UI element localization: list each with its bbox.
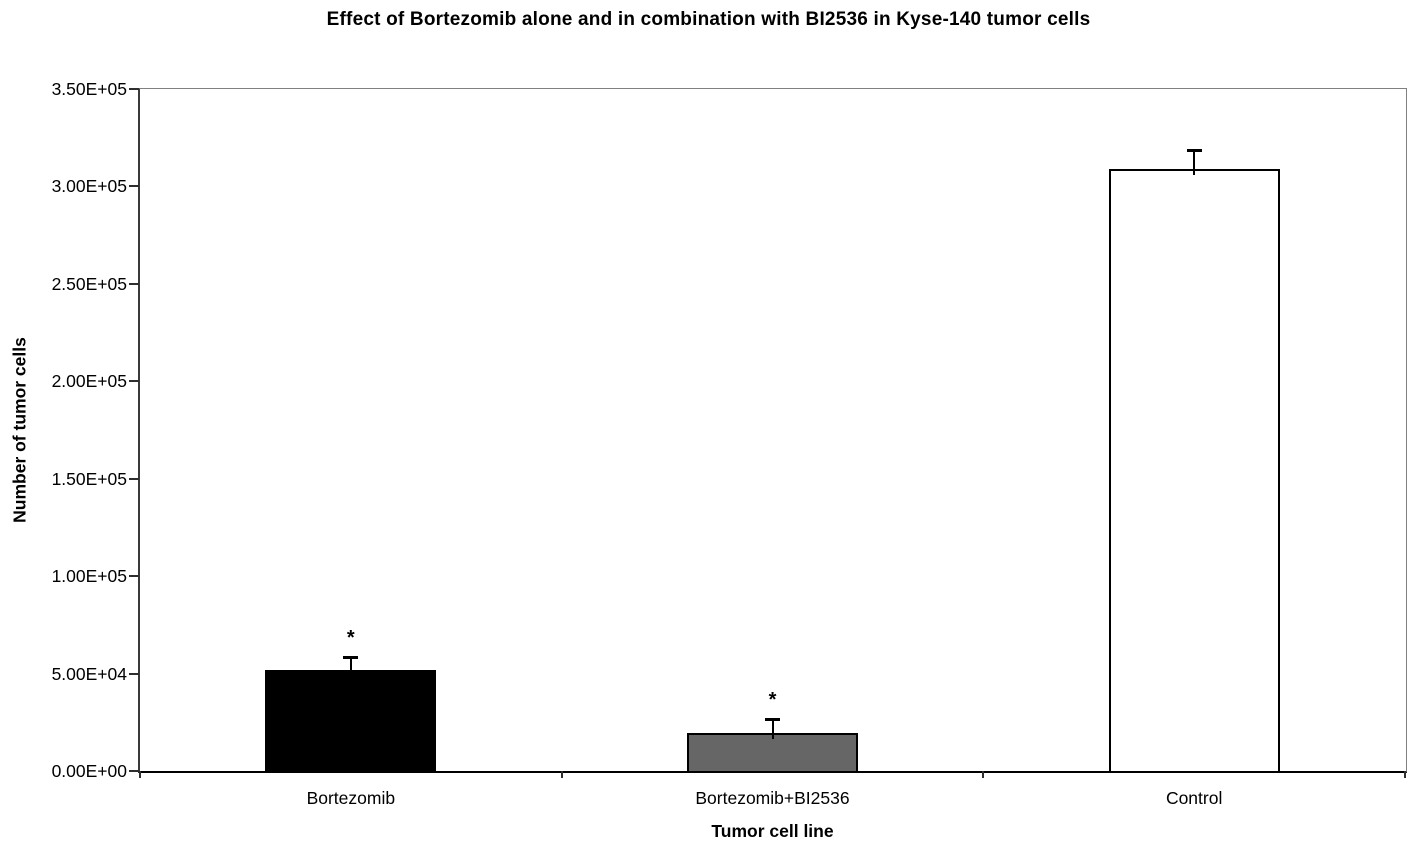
x-axis-tick: [1404, 771, 1406, 778]
error-bar-cap: [765, 717, 780, 721]
x-axis-tick: [982, 771, 985, 778]
category-label: Bortezomib+BI2536: [695, 788, 850, 808]
bar-control: [1108, 168, 1280, 773]
x-axis-tick: [139, 771, 141, 778]
y-tick-label: 1.00E+05: [51, 566, 127, 587]
y-tick-label: 3.50E+05: [51, 79, 127, 99]
significance-star: *: [346, 627, 355, 649]
bar-bortezomib-bi2536: [687, 733, 858, 773]
y-axis-tick: [129, 282, 139, 285]
y-tick-label: 2.50E+05: [51, 273, 127, 294]
y-axis-tick: [129, 672, 139, 675]
category-label: Bortezomib: [306, 788, 396, 808]
error-bar-line: [349, 657, 352, 676]
y-tick-label: 3.00E+05: [51, 176, 127, 197]
bar-bortezomib: [265, 669, 437, 773]
chart-title: Effect of Bortezomib alone and in combin…: [326, 9, 1091, 30]
y-axis-tick: [129, 477, 139, 480]
y-axis-title: Number of tumor cells: [9, 337, 30, 523]
category-label: Control: [1165, 788, 1223, 808]
error-bar-cap: [1186, 148, 1202, 152]
x-axis-title: Tumor cell line: [711, 821, 834, 841]
y-axis-tick: [129, 380, 139, 383]
x-axis-tick: [560, 771, 563, 778]
y-tick-label: 2.00E+05: [51, 371, 127, 392]
y-axis-tick: [129, 575, 139, 578]
y-axis-tick: [129, 88, 139, 90]
y-axis-tick: [129, 770, 139, 772]
y-tick-label: 1.50E+05: [51, 468, 127, 489]
significance-star: *: [768, 688, 777, 711]
y-tick-label: 5.00E+04: [51, 663, 127, 684]
error-bar-cap: [343, 656, 359, 659]
error-bar-line: [1193, 149, 1196, 175]
y-axis-tick: [129, 185, 139, 188]
y-tick-label: 0.00E+00: [51, 761, 127, 781]
error-bar-line: [771, 718, 774, 739]
